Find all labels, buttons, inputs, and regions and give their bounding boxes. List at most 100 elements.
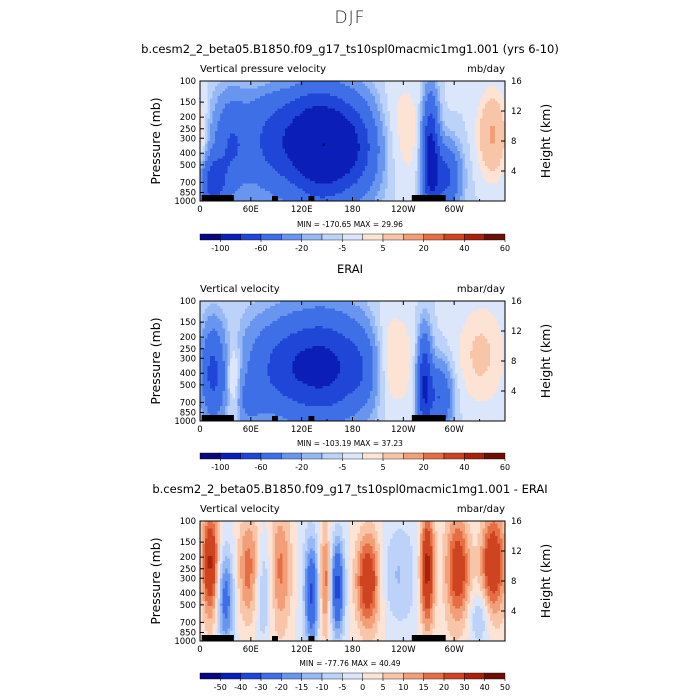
panel-title: b.cesm2_2_beta05.B1850.f09_g17_ts10spl0m… <box>141 42 559 56</box>
panel-units: mbar/day <box>457 504 505 515</box>
y-tick-label: 100 <box>180 297 196 307</box>
y2-tick-label: 4 <box>511 387 516 397</box>
colorbar-swatch <box>484 452 506 460</box>
x-tick-label: 120E <box>291 205 313 215</box>
colorbar-swatch <box>220 233 241 241</box>
colorbar-swatch <box>260 672 282 680</box>
colorbar-swatch <box>281 233 302 241</box>
colorbar-label: -20 <box>295 463 308 472</box>
colorbar-swatch <box>321 672 343 680</box>
y-tick-label: 500 <box>180 161 196 171</box>
contour-field <box>200 521 506 642</box>
y2-tick-label: 16 <box>511 77 522 87</box>
colorbar-swatch <box>362 672 384 680</box>
y-tick-label: 200 <box>180 553 196 563</box>
colorbar-swatch <box>281 452 302 460</box>
colorbar-label: 15 <box>419 683 429 692</box>
colorbar-swatch <box>464 233 485 241</box>
y-tick-label: 700 <box>180 398 196 408</box>
colorbar-label: 50 <box>500 683 510 692</box>
colorbar-swatch <box>199 452 221 460</box>
min-max-label: MIN = -77.76 MAX = 40.49 <box>299 659 400 668</box>
page-title: DJF <box>334 8 366 28</box>
colorbar-swatch <box>301 672 323 680</box>
colorbar-swatch <box>199 672 221 680</box>
y2-axis-label: Height (km) <box>538 544 553 618</box>
colorbar-label: -5 <box>338 463 346 472</box>
panel-units: mb/day <box>467 64 505 75</box>
colorbar-swatch <box>301 233 323 241</box>
y2-tick-label: 8 <box>511 577 516 587</box>
colorbar-label: 5 <box>380 463 385 472</box>
colorbar-label: -15 <box>295 683 308 692</box>
colorbar-label: -5 <box>338 683 346 692</box>
x-tick-label: 0 <box>197 205 202 215</box>
colorbar: -100 -60 -20 -5 5 20 40 60 <box>199 233 510 253</box>
colorbar-swatch <box>443 452 465 460</box>
colorbar-swatch <box>403 452 424 460</box>
colorbar-swatch <box>321 452 343 460</box>
colorbar-label: 5 <box>380 244 385 253</box>
y-tick-label: 700 <box>180 178 196 188</box>
colorbar-swatch <box>443 672 465 680</box>
panel-subtitle-left: Vertical velocity <box>200 284 280 295</box>
panel-subtitle-left: Vertical pressure velocity <box>200 64 326 75</box>
colorbar-label: -20 <box>275 683 288 692</box>
y-tick-label: 500 <box>180 601 196 611</box>
y-tick-label: 150 <box>180 98 196 108</box>
x-tick-label: 180 <box>344 645 360 655</box>
colorbar-swatch <box>423 233 445 241</box>
colorbar-swatch <box>423 452 445 460</box>
colorbar-label: -20 <box>295 244 308 253</box>
colorbar-swatch <box>382 672 404 680</box>
y-tick-label: 100 <box>180 517 196 527</box>
y-tick-label: 200 <box>180 333 196 343</box>
y-tick-label: 1000 <box>174 417 196 427</box>
colorbar-swatch <box>301 452 323 460</box>
colorbar-label: -100 <box>211 463 229 472</box>
x-tick-label: 120E <box>291 425 313 435</box>
x-tick-label: 60W <box>445 425 465 435</box>
y2-tick-label: 8 <box>511 357 516 367</box>
y2-axis-label: Height (km) <box>538 104 553 178</box>
colorbar-swatch <box>464 452 485 460</box>
colorbar-swatch <box>220 672 241 680</box>
colorbar-label: -40 <box>234 683 247 692</box>
colorbar-label: 20 <box>439 683 449 692</box>
y-tick-label: 1000 <box>174 637 196 647</box>
y-tick-label: 150 <box>180 318 196 328</box>
min-max-label: MIN = -103.19 MAX = 37.23 <box>297 439 403 448</box>
colorbar-label: -60 <box>254 244 267 253</box>
colorbar-swatch <box>240 672 262 680</box>
colorbar-swatch <box>484 672 506 680</box>
topography-mask <box>201 635 446 641</box>
x-tick-label: 60E <box>243 205 259 215</box>
y-axis-label: Pressure (mb) <box>148 317 163 404</box>
panel-diff: b.cesm2_2_beta05.B1850.f09_g17_ts10spl0m… <box>148 482 553 692</box>
colorbar-label: -60 <box>254 463 267 472</box>
colorbar-swatch <box>260 452 282 460</box>
y-axis-label: Pressure (mb) <box>148 97 163 184</box>
colorbar: -100 -60 -20 -5 5 20 40 60 <box>199 452 510 472</box>
x-tick-label: 60E <box>243 425 259 435</box>
colorbar-swatch <box>342 233 363 241</box>
y2-tick-label: 8 <box>511 137 516 147</box>
x-tick-label: 60W <box>445 205 465 215</box>
colorbar-swatch <box>260 233 282 241</box>
topography-mask <box>201 195 446 201</box>
y-tick-label: 850 <box>180 409 196 419</box>
x-tick-label: 60E <box>243 645 259 655</box>
y2-tick-label: 4 <box>511 607 516 617</box>
contour-field <box>200 301 506 422</box>
colorbar-label: 10 <box>398 683 408 692</box>
colorbar-label: 20 <box>419 244 429 253</box>
x-tick-label: 0 <box>197 425 202 435</box>
colorbar: -50 -40 -30 -20 -15 -10 -5 0 5 10 15 20 30 40 50 <box>199 672 510 692</box>
y-tick-label: 850 <box>180 629 196 639</box>
x-tick-label: 180 <box>344 205 360 215</box>
y2-axis-label: Height (km) <box>538 324 553 398</box>
colorbar-label: 40 <box>459 244 469 253</box>
contour-field <box>200 81 506 202</box>
y-tick-label: 400 <box>180 369 196 379</box>
x-tick-label: 120W <box>391 645 416 655</box>
